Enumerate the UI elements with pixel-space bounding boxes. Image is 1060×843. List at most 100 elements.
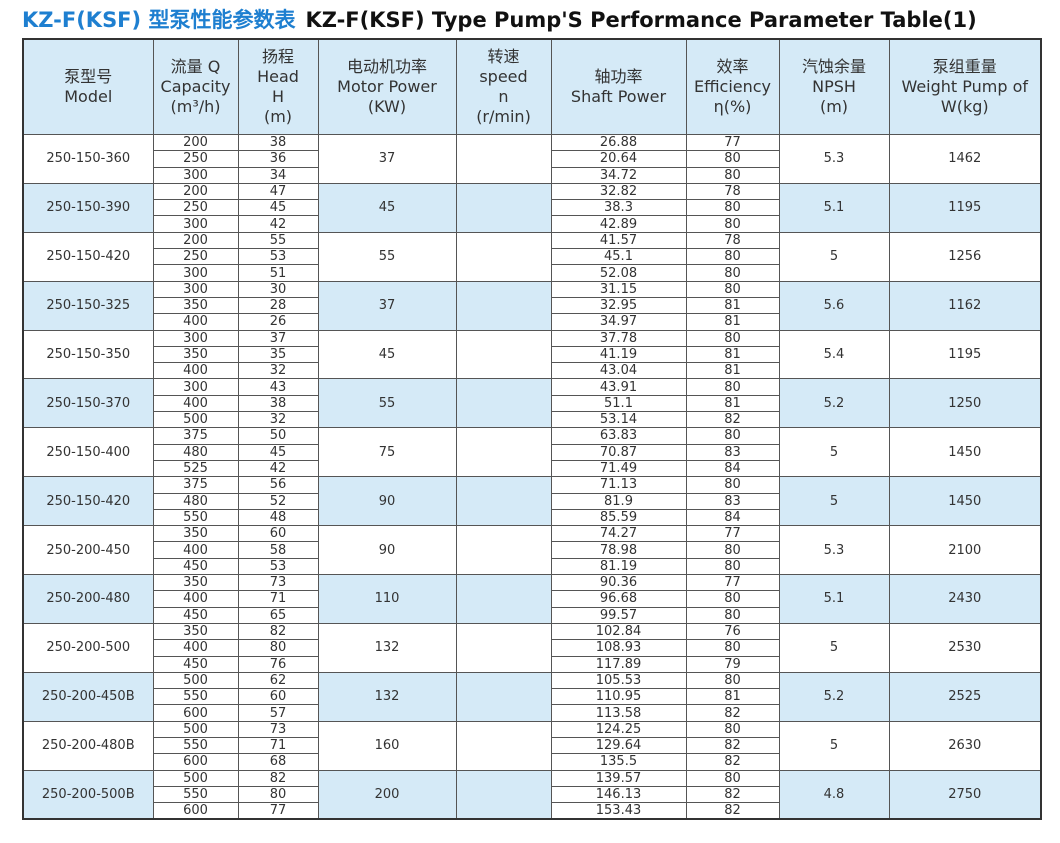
header-line: (m³/h) [170, 97, 221, 116]
header-line: H [271, 87, 285, 106]
sub-cell: 350 [152, 296, 239, 315]
group-cell: 1450 [888, 476, 1042, 527]
sub-cell: 200 [152, 231, 239, 250]
sub-cell: 73 [237, 720, 319, 738]
group-cell: 55 [317, 231, 457, 282]
group-cell: 37 [317, 280, 457, 331]
sub-cell: 47 [237, 182, 319, 201]
sub-cell: 200 [152, 182, 239, 201]
table-row: 450 53 81.19 80 [23, 557, 1041, 576]
sub-cell: 350 [152, 574, 239, 592]
group-cell: 45 [317, 329, 457, 380]
sub-cell: 82 [685, 704, 780, 722]
sub-cell: 80 [685, 215, 780, 233]
sub-cell: 81 [685, 362, 780, 380]
header-line: 转速 [487, 47, 520, 66]
table-row: 400 71 96.68 80 [23, 590, 1041, 608]
sub-cell: 550 [152, 785, 239, 804]
sub-cell: 400 [152, 362, 239, 380]
group-cell: 5.3 [778, 134, 890, 184]
header-cell: 泵型号 Model [22, 38, 154, 135]
sub-cell: 38 [237, 394, 319, 413]
table-row: 350 35 41.19 81 [23, 345, 1041, 364]
sub-cell: 77 [685, 525, 780, 543]
table-row: 600 68 135.5 82 [23, 753, 1041, 771]
sub-cell: 51.1 [550, 394, 687, 413]
group-cell: 110 [317, 574, 457, 624]
sub-cell: 400 [152, 313, 239, 331]
table-row: 400 38 51.1 81 [23, 394, 1041, 413]
header-line: Model [64, 87, 113, 106]
sub-cell: 300 [152, 378, 239, 396]
sub-cell: 71.49 [550, 459, 687, 478]
table-row: 550 71 129.64 82 [23, 736, 1041, 755]
sub-cell: 500 [152, 411, 239, 429]
sub-cell: 78 [685, 231, 780, 250]
table-row: 525 42 71.49 84 [23, 459, 1041, 478]
header-cell: 流量 Q Capacity (m³/h) [152, 38, 239, 135]
table-row: 300 42 42.89 80 [23, 215, 1041, 233]
sub-cell: 76 [237, 655, 319, 673]
sub-cell: 81 [685, 394, 780, 413]
sub-cell: 71 [237, 590, 319, 608]
sub-cell: 52.08 [550, 264, 687, 282]
group-cell [455, 182, 552, 233]
sub-cell: 81.19 [550, 557, 687, 576]
sub-cell: 300 [152, 329, 239, 347]
group-cell: 1256 [888, 231, 1042, 282]
sub-cell: 74.27 [550, 525, 687, 543]
sub-cell: 450 [152, 606, 239, 624]
sub-cell: 76 [685, 622, 780, 641]
table-row: 300 51 52.08 80 [23, 264, 1041, 282]
sub-cell: 30 [237, 280, 319, 298]
table-row: 250-200-450B 500 62 132 105.53 80 5.2 2525 [22, 671, 1042, 722]
sub-cell: 45 [237, 199, 319, 217]
header-line: 泵型号 [64, 67, 113, 86]
sub-cell: 81 [685, 688, 780, 706]
group-cell [455, 427, 552, 478]
header-line: (KW) [367, 97, 407, 116]
group-cell [455, 134, 552, 184]
sub-cell: 50 [237, 427, 319, 445]
sub-cell: 525 [152, 459, 239, 478]
sub-cell: 48 [237, 508, 319, 527]
sub-cell: 300 [152, 280, 239, 298]
table-row: 450 76 117.89 79 [23, 655, 1041, 673]
sub-cell: 38 [237, 133, 319, 152]
sub-cell: 36 [237, 150, 319, 168]
table-body: 250-150-360 200 38 37 26.88 77 5.3 1462 250 36 20.… [22, 133, 1042, 820]
group-cell: 2100 [888, 525, 1042, 576]
header-line: 流量 Q [170, 57, 221, 76]
group-cell: 250-200-450 [22, 525, 154, 576]
sub-cell: 550 [152, 508, 239, 527]
header-line: Motor Power [337, 77, 437, 96]
header-line: (m) [263, 107, 293, 126]
sub-cell: 43.91 [550, 378, 687, 396]
group-cell [455, 329, 552, 380]
group-cell: 2525 [888, 671, 1042, 722]
sub-cell: 250 [152, 150, 239, 168]
table-row: 250-200-500 350 82 132 102.84 76 5 2530 [22, 622, 1042, 673]
group-cell: 5 [778, 231, 890, 282]
group-cell: 160 [317, 720, 457, 771]
sub-cell: 80 [685, 557, 780, 576]
sub-cell: 80 [685, 378, 780, 396]
header-cell: 电动机功率 Motor Power (KW) [317, 38, 457, 135]
sub-cell: 65 [237, 606, 319, 624]
group-cell: 250-150-360 [22, 134, 154, 184]
sub-cell: 70.87 [550, 443, 687, 461]
sub-cell: 34.72 [550, 166, 687, 184]
table-row: 250 45 38.3 80 [23, 199, 1041, 217]
group-cell: 250-150-350 [22, 329, 154, 380]
sub-cell: 60 [237, 525, 319, 543]
sub-cell: 300 [152, 264, 239, 282]
sub-cell: 71.13 [550, 476, 687, 494]
sub-cell: 77 [685, 133, 780, 152]
title: KZ-F(KSF) 型泵性能参数表 KZ-F(KSF) Type Pump'S P… [22, 4, 977, 34]
group-cell [455, 231, 552, 282]
group-cell: 5.2 [778, 671, 890, 722]
sub-cell: 77 [237, 802, 319, 820]
header-cell: 扬程 Head H (m) [237, 38, 319, 135]
group-cell [455, 769, 552, 820]
sub-cell: 84 [685, 508, 780, 527]
